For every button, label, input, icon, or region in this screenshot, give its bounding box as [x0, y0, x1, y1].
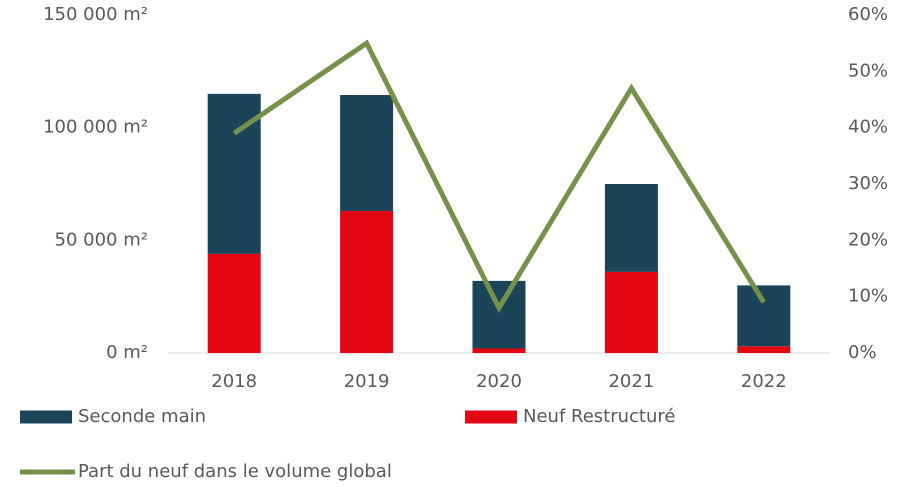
bar [604, 271, 658, 353]
legend-label: Neuf Restructuré [523, 406, 675, 427]
y2-tick-label: 60% [848, 4, 888, 25]
y2-tick-label: 40% [848, 117, 888, 138]
y2-tick-label: 50% [848, 60, 888, 81]
y2-tick-label: 10% [848, 286, 888, 307]
y-tick-label: 50 000 m² [55, 229, 148, 250]
line [232, 39, 766, 314]
bar [340, 211, 394, 353]
legend-label: Part du neuf dans le volume global [78, 461, 392, 482]
x-tick-label: 2022 [741, 371, 787, 392]
bar [207, 253, 261, 353]
x-tick-label: 2021 [608, 371, 654, 392]
x-tick-label: 2020 [476, 371, 522, 392]
x-tick-label: 2019 [344, 371, 390, 392]
bar [604, 184, 658, 272]
y-tick-label: 0 m² [106, 342, 148, 363]
y2-tick-label: 0% [848, 342, 877, 363]
bar [737, 346, 791, 353]
legend-swatch [465, 410, 517, 424]
bar [340, 94, 394, 212]
bar [472, 348, 526, 353]
bar [472, 280, 526, 349]
x-tick-label: 2018 [211, 371, 257, 392]
y-tick-label: 100 000 m² [43, 117, 148, 138]
y-tick-label: 150 000 m² [43, 4, 148, 25]
y2-tick-label: 30% [848, 173, 888, 194]
legend-label: Seconde main [78, 406, 206, 427]
legend-swatch [20, 410, 72, 424]
bar [737, 285, 791, 347]
y2-tick-label: 20% [848, 229, 888, 250]
